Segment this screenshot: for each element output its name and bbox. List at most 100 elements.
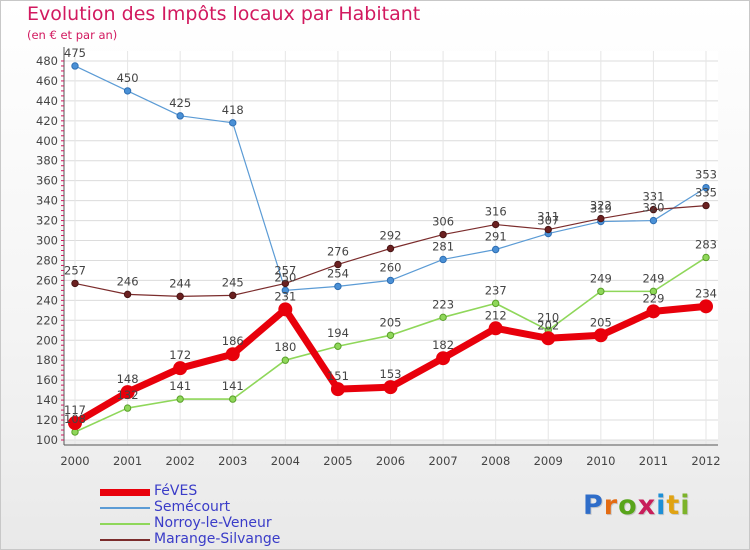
logo-letter: i — [680, 490, 691, 521]
data-point — [439, 230, 447, 239]
data-label: 257 — [274, 263, 296, 277]
x-tick-label: 2008 — [481, 454, 510, 468]
data-label: 283 — [695, 237, 717, 251]
data-point — [544, 225, 552, 234]
data-point — [649, 287, 658, 296]
data-label: 223 — [432, 297, 454, 311]
data-label: 316 — [485, 205, 507, 219]
data-label: 194 — [327, 326, 349, 340]
data-point — [229, 395, 237, 403]
data-point — [176, 112, 184, 120]
data-label: 108 — [64, 412, 86, 426]
data-label: 244 — [169, 276, 191, 290]
data-label: 475 — [64, 46, 86, 60]
data-point — [699, 299, 713, 314]
y-tick-label: 200 — [36, 333, 58, 347]
data-point — [488, 321, 503, 336]
data-point — [593, 328, 608, 343]
chart-subtitle: (en € et par an) — [27, 28, 118, 42]
data-point — [229, 291, 237, 300]
legend-swatch — [100, 488, 150, 496]
data-label: 231 — [274, 289, 296, 303]
data-point — [649, 216, 658, 225]
data-point — [68, 416, 82, 431]
data-label: 249 — [642, 271, 664, 285]
data-point — [229, 119, 237, 127]
data-point — [281, 286, 290, 295]
data-point — [123, 290, 132, 299]
data-label: 425 — [169, 96, 191, 110]
data-point — [281, 356, 290, 364]
y-tick-label: 480 — [36, 54, 58, 68]
data-label: 205 — [590, 315, 612, 329]
data-point — [71, 62, 79, 70]
x-tick-label: 2011 — [639, 454, 668, 468]
x-tick-label: 2006 — [376, 454, 405, 468]
data-point — [334, 260, 342, 269]
x-tick-label: 2004 — [271, 454, 300, 468]
y-tick-label: 120 — [36, 413, 58, 427]
y-tick-label: 340 — [36, 194, 58, 208]
data-label: 237 — [485, 283, 507, 297]
data-point — [491, 299, 500, 308]
data-label: 249 — [590, 271, 612, 285]
data-point — [597, 214, 605, 223]
x-tick-label: 2002 — [166, 454, 195, 468]
data-label: 186 — [222, 334, 244, 348]
logo-letter: P — [583, 490, 604, 521]
logo-letter: x — [637, 490, 657, 521]
legend-swatch — [100, 507, 150, 509]
data-label: 202 — [537, 318, 559, 332]
data-point — [386, 276, 395, 285]
data-point — [491, 245, 500, 254]
data-label: 250 — [274, 270, 296, 284]
data-label: 234 — [695, 286, 717, 300]
data-label: 229 — [642, 291, 664, 305]
y-tick-label: 140 — [36, 393, 58, 407]
y-tick-label: 460 — [36, 74, 58, 88]
data-point — [702, 201, 710, 210]
logo-letter: t — [666, 490, 681, 521]
x-tick-label: 2012 — [691, 454, 720, 468]
data-point — [281, 279, 290, 288]
y-tick-label: 440 — [36, 94, 58, 108]
data-point — [176, 395, 184, 403]
data-label: 292 — [380, 228, 402, 242]
data-point — [597, 287, 605, 296]
data-label: 212 — [485, 308, 507, 322]
legend-label: FéVES — [154, 483, 198, 499]
data-label: 141 — [222, 379, 244, 393]
data-label: 245 — [222, 275, 244, 289]
proxiti-logo: Proxiti — [583, 490, 691, 521]
x-tick-label: 2001 — [113, 454, 142, 468]
legend-label: Norroy-le-Veneur — [154, 515, 272, 531]
data-label: 450 — [117, 71, 139, 85]
data-point — [225, 347, 240, 362]
data-label: 353 — [695, 168, 717, 182]
data-label: 291 — [485, 229, 507, 243]
y-tick-label: 380 — [36, 154, 58, 168]
y-tick-label: 260 — [36, 273, 58, 287]
logo-letter: i — [656, 490, 667, 521]
data-label: 311 — [537, 210, 559, 224]
x-tick-label: 2007 — [428, 454, 457, 468]
data-label: 257 — [64, 263, 86, 277]
y-tick-label: 220 — [36, 313, 58, 327]
data-point — [330, 382, 345, 397]
y-tick-label: 320 — [36, 214, 58, 228]
y-tick-label: 420 — [36, 114, 58, 128]
x-tick-label: 2003 — [218, 454, 247, 468]
legend-swatch — [100, 523, 150, 525]
data-label: 180 — [274, 340, 296, 354]
data-label: 322 — [590, 199, 612, 213]
data-point — [646, 304, 661, 319]
x-tick-label: 2009 — [534, 454, 563, 468]
data-label: 148 — [117, 372, 139, 386]
data-label: 331 — [642, 190, 664, 204]
logo-letter: o — [618, 490, 638, 521]
data-label: 117 — [64, 403, 86, 417]
data-label: 210 — [537, 310, 559, 324]
data-point — [439, 255, 447, 264]
data-point — [334, 282, 342, 291]
